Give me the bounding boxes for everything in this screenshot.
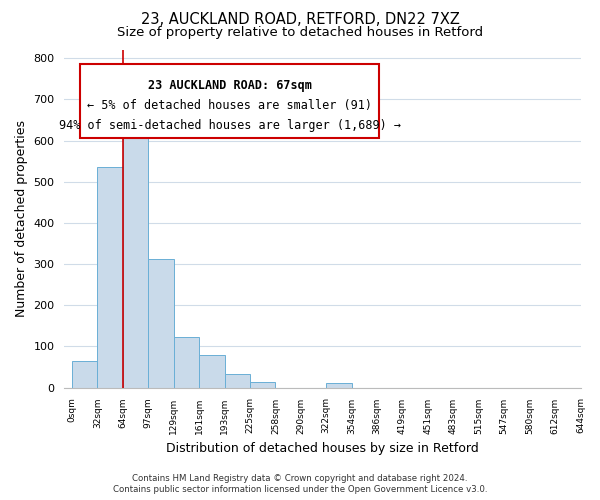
Text: 23, AUCKLAND ROAD, RETFORD, DN22 7XZ: 23, AUCKLAND ROAD, RETFORD, DN22 7XZ bbox=[140, 12, 460, 28]
Bar bbox=[199, 356, 224, 388]
Text: ← 5% of detached houses are smaller (91): ← 5% of detached houses are smaller (91) bbox=[87, 99, 372, 112]
Text: Contains HM Land Registry data © Crown copyright and database right 2024.
Contai: Contains HM Land Registry data © Crown c… bbox=[113, 474, 487, 494]
Bar bbox=[174, 338, 199, 388]
Bar bbox=[250, 382, 275, 388]
Bar bbox=[224, 374, 250, 388]
Bar bbox=[148, 258, 174, 388]
Text: 94% of semi-detached houses are larger (1,689) →: 94% of semi-detached houses are larger (… bbox=[59, 119, 401, 132]
Bar bbox=[123, 126, 148, 388]
Text: 23 AUCKLAND ROAD: 67sqm: 23 AUCKLAND ROAD: 67sqm bbox=[148, 78, 311, 92]
Bar bbox=[97, 168, 123, 388]
Bar bbox=[72, 361, 97, 388]
Bar bbox=[326, 384, 352, 388]
Y-axis label: Number of detached properties: Number of detached properties bbox=[15, 120, 28, 318]
Text: Size of property relative to detached houses in Retford: Size of property relative to detached ho… bbox=[117, 26, 483, 39]
X-axis label: Distribution of detached houses by size in Retford: Distribution of detached houses by size … bbox=[166, 442, 479, 455]
FancyBboxPatch shape bbox=[80, 64, 379, 138]
